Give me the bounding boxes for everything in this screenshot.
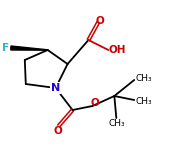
- Text: CH₃: CH₃: [108, 120, 125, 128]
- Text: O: O: [90, 98, 99, 108]
- Polygon shape: [11, 46, 48, 50]
- Text: O: O: [95, 16, 104, 26]
- Text: F: F: [2, 43, 9, 53]
- Text: N: N: [51, 83, 60, 93]
- Text: CH₃: CH₃: [135, 74, 152, 82]
- Text: O: O: [53, 126, 62, 136]
- Text: CH₃: CH₃: [135, 97, 152, 106]
- Text: OH: OH: [109, 45, 126, 55]
